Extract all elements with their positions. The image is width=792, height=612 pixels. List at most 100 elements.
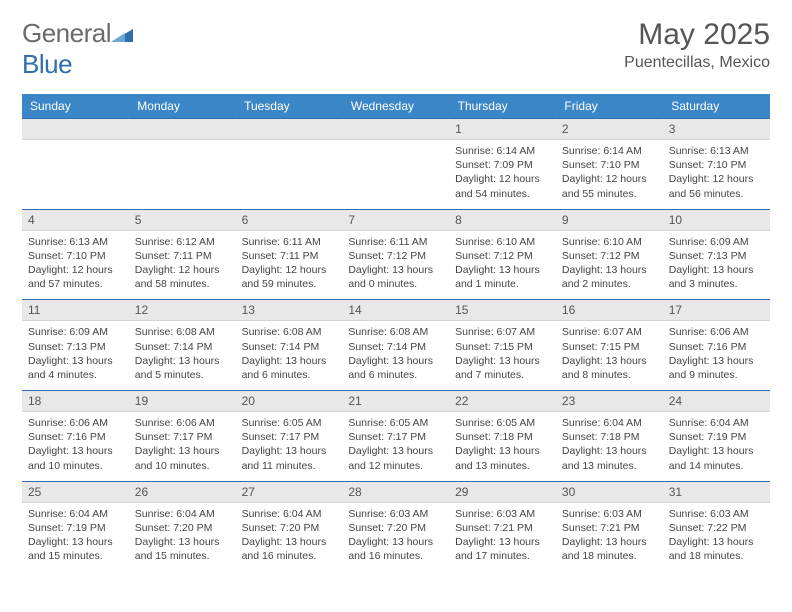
day-number: 15 (449, 300, 556, 321)
day-number: 10 (663, 210, 770, 231)
calendar-week-row: 18Sunrise: 6:06 AMSunset: 7:16 PMDayligh… (22, 391, 770, 482)
daylight-line: Daylight: 13 hours and 18 minutes. (562, 535, 657, 563)
calendar-day-cell: 13Sunrise: 6:08 AMSunset: 7:14 PMDayligh… (236, 300, 343, 391)
sunrise-line: Sunrise: 6:03 AM (669, 507, 764, 521)
brand-triangle-icon (111, 18, 133, 49)
sunset-line: Sunset: 7:22 PM (669, 521, 764, 535)
day-details: Sunrise: 6:05 AMSunset: 7:18 PMDaylight:… (449, 412, 556, 481)
day-details: Sunrise: 6:05 AMSunset: 7:17 PMDaylight:… (236, 412, 343, 481)
sunrise-line: Sunrise: 6:08 AM (135, 325, 230, 339)
sunrise-line: Sunrise: 6:13 AM (669, 144, 764, 158)
daylight-line: Daylight: 12 hours and 54 minutes. (455, 172, 550, 200)
day-details: Sunrise: 6:04 AMSunset: 7:19 PMDaylight:… (663, 412, 770, 481)
day-number: 2 (556, 119, 663, 140)
sunset-line: Sunset: 7:14 PM (135, 340, 230, 354)
daylight-line: Daylight: 13 hours and 17 minutes. (455, 535, 550, 563)
day-details: Sunrise: 6:14 AMSunset: 7:10 PMDaylight:… (556, 140, 663, 209)
daylight-line: Daylight: 13 hours and 6 minutes. (348, 354, 443, 382)
calendar-day-cell: 30Sunrise: 6:03 AMSunset: 7:21 PMDayligh… (556, 481, 663, 571)
sunset-line: Sunset: 7:10 PM (562, 158, 657, 172)
day-number: 9 (556, 210, 663, 231)
sunrise-line: Sunrise: 6:04 AM (669, 416, 764, 430)
daylight-line: Daylight: 13 hours and 11 minutes. (242, 444, 337, 472)
page-header: General Blue May 2025 Puentecillas, Mexi… (22, 18, 770, 80)
day-details: Sunrise: 6:07 AMSunset: 7:15 PMDaylight:… (449, 321, 556, 390)
day-number: 11 (22, 300, 129, 321)
day-number (129, 119, 236, 140)
calendar-day-cell: 29Sunrise: 6:03 AMSunset: 7:21 PMDayligh… (449, 481, 556, 571)
day-details: Sunrise: 6:06 AMSunset: 7:16 PMDaylight:… (22, 412, 129, 481)
weekday-header: Sunday (22, 94, 129, 119)
day-number: 7 (342, 210, 449, 231)
day-number: 18 (22, 391, 129, 412)
day-details: Sunrise: 6:13 AMSunset: 7:10 PMDaylight:… (22, 231, 129, 300)
sunset-line: Sunset: 7:17 PM (242, 430, 337, 444)
day-number (236, 119, 343, 140)
daylight-line: Daylight: 13 hours and 14 minutes. (669, 444, 764, 472)
sunrise-line: Sunrise: 6:05 AM (348, 416, 443, 430)
sunrise-line: Sunrise: 6:09 AM (669, 235, 764, 249)
day-number: 12 (129, 300, 236, 321)
day-number: 29 (449, 482, 556, 503)
daylight-line: Daylight: 13 hours and 7 minutes. (455, 354, 550, 382)
sunset-line: Sunset: 7:12 PM (348, 249, 443, 263)
day-details: Sunrise: 6:03 AMSunset: 7:21 PMDaylight:… (449, 503, 556, 572)
calendar-day-cell: 25Sunrise: 6:04 AMSunset: 7:19 PMDayligh… (22, 481, 129, 571)
sunrise-line: Sunrise: 6:14 AM (562, 144, 657, 158)
sunset-line: Sunset: 7:11 PM (135, 249, 230, 263)
calendar-day-cell: 6Sunrise: 6:11 AMSunset: 7:11 PMDaylight… (236, 209, 343, 300)
daylight-line: Daylight: 13 hours and 13 minutes. (562, 444, 657, 472)
daylight-line: Daylight: 13 hours and 18 minutes. (669, 535, 764, 563)
brand-logo: General Blue (22, 18, 133, 80)
day-number: 16 (556, 300, 663, 321)
calendar-day-cell (236, 119, 343, 210)
daylight-line: Daylight: 13 hours and 0 minutes. (348, 263, 443, 291)
sunrise-line: Sunrise: 6:07 AM (562, 325, 657, 339)
day-details: Sunrise: 6:13 AMSunset: 7:10 PMDaylight:… (663, 140, 770, 209)
calendar-day-cell (342, 119, 449, 210)
day-number: 30 (556, 482, 663, 503)
sunset-line: Sunset: 7:12 PM (455, 249, 550, 263)
sunset-line: Sunset: 7:11 PM (242, 249, 337, 263)
calendar-day-cell: 10Sunrise: 6:09 AMSunset: 7:13 PMDayligh… (663, 209, 770, 300)
day-number: 5 (129, 210, 236, 231)
sunset-line: Sunset: 7:18 PM (455, 430, 550, 444)
day-details: Sunrise: 6:03 AMSunset: 7:22 PMDaylight:… (663, 503, 770, 572)
sunset-line: Sunset: 7:20 PM (242, 521, 337, 535)
sunset-line: Sunset: 7:13 PM (28, 340, 123, 354)
sunset-line: Sunset: 7:17 PM (135, 430, 230, 444)
daylight-line: Daylight: 12 hours and 59 minutes. (242, 263, 337, 291)
day-number: 8 (449, 210, 556, 231)
sunrise-line: Sunrise: 6:06 AM (669, 325, 764, 339)
daylight-line: Daylight: 12 hours and 58 minutes. (135, 263, 230, 291)
day-details (236, 140, 343, 202)
daylight-line: Daylight: 13 hours and 5 minutes. (135, 354, 230, 382)
daylight-line: Daylight: 13 hours and 6 minutes. (242, 354, 337, 382)
calendar-day-cell: 4Sunrise: 6:13 AMSunset: 7:10 PMDaylight… (22, 209, 129, 300)
sunset-line: Sunset: 7:15 PM (562, 340, 657, 354)
sunset-line: Sunset: 7:10 PM (669, 158, 764, 172)
sunrise-line: Sunrise: 6:12 AM (135, 235, 230, 249)
day-number: 17 (663, 300, 770, 321)
sunrise-line: Sunrise: 6:05 AM (242, 416, 337, 430)
day-details: Sunrise: 6:04 AMSunset: 7:20 PMDaylight:… (129, 503, 236, 572)
calendar-day-cell: 11Sunrise: 6:09 AMSunset: 7:13 PMDayligh… (22, 300, 129, 391)
calendar-day-cell: 21Sunrise: 6:05 AMSunset: 7:17 PMDayligh… (342, 391, 449, 482)
calendar-day-cell: 12 Sunrise: 6:08 AMSunset: 7:14 PMDayligh… (129, 300, 236, 391)
location-subtitle: Puentecillas, Mexico (624, 54, 770, 72)
day-number: 20 (236, 391, 343, 412)
day-details: Sunrise: 6:10 AMSunset: 7:12 PMDaylight:… (449, 231, 556, 300)
day-details: Sunrise: 6:09 AMSunset: 7:13 PMDaylight:… (22, 321, 129, 390)
sunrise-line: Sunrise: 6:03 AM (455, 507, 550, 521)
day-details: Sunrise: 6:03 AMSunset: 7:21 PMDaylight:… (556, 503, 663, 572)
daylight-line: Daylight: 12 hours and 55 minutes. (562, 172, 657, 200)
day-details (22, 140, 129, 202)
brand-part1: General (22, 18, 111, 48)
day-details: Sunrise: 6:12 AMSunset: 7:11 PMDaylight:… (129, 231, 236, 300)
calendar-day-cell: 20Sunrise: 6:05 AMSunset: 7:17 PMDayligh… (236, 391, 343, 482)
brand-text: General Blue (22, 18, 133, 80)
day-details: Sunrise: 6:07 AMSunset: 7:15 PMDaylight:… (556, 321, 663, 390)
day-number: 23 (556, 391, 663, 412)
calendar-day-cell: 5Sunrise: 6:12 AMSunset: 7:11 PMDaylight… (129, 209, 236, 300)
sunset-line: Sunset: 7:13 PM (669, 249, 764, 263)
